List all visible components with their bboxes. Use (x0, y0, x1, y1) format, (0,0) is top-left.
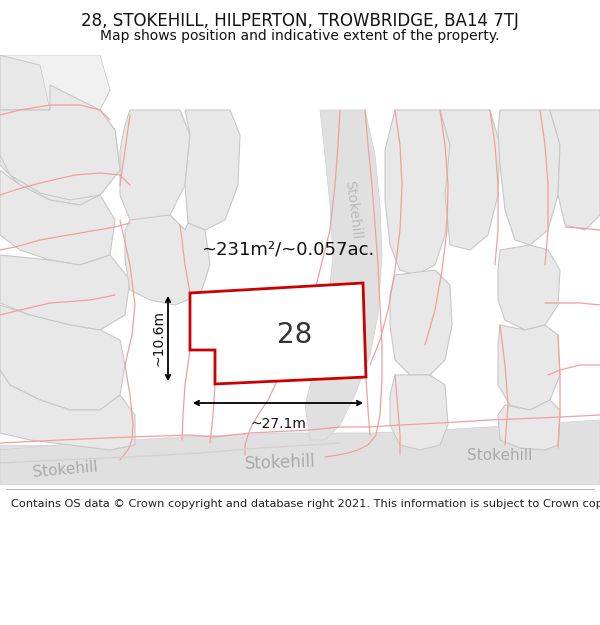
Text: Stokehill: Stokehill (244, 452, 316, 473)
Polygon shape (498, 245, 560, 330)
Text: ~231m²/~0.057ac.: ~231m²/~0.057ac. (202, 241, 374, 259)
Polygon shape (440, 110, 500, 250)
Text: Stokehill: Stokehill (32, 459, 98, 481)
Text: 28: 28 (277, 321, 313, 349)
Polygon shape (120, 110, 190, 225)
Polygon shape (0, 370, 135, 450)
Polygon shape (0, 255, 130, 330)
Polygon shape (390, 270, 452, 375)
Polygon shape (0, 85, 120, 200)
Polygon shape (0, 305, 125, 410)
Polygon shape (550, 110, 600, 230)
Text: Stokehill: Stokehill (343, 180, 364, 240)
Polygon shape (0, 170, 115, 265)
Polygon shape (390, 375, 448, 450)
Polygon shape (0, 110, 120, 205)
Text: Stokehill: Stokehill (467, 448, 533, 462)
Polygon shape (185, 110, 240, 230)
Text: Map shows position and indicative extent of the property.: Map shows position and indicative extent… (100, 29, 500, 43)
Text: ~27.1m: ~27.1m (250, 417, 306, 431)
Polygon shape (190, 283, 366, 384)
Polygon shape (498, 400, 560, 450)
Polygon shape (0, 55, 55, 110)
Text: Contains OS data © Crown copyright and database right 2021. This information is : Contains OS data © Crown copyright and d… (11, 499, 600, 509)
Text: ~10.6m: ~10.6m (151, 310, 165, 366)
Polygon shape (125, 215, 210, 305)
Polygon shape (305, 110, 382, 440)
Polygon shape (0, 445, 600, 485)
Polygon shape (50, 65, 110, 110)
Text: 28, STOKEHILL, HILPERTON, TROWBRIDGE, BA14 7TJ: 28, STOKEHILL, HILPERTON, TROWBRIDGE, BA… (81, 12, 519, 30)
Polygon shape (498, 325, 560, 410)
Polygon shape (385, 110, 450, 275)
Polygon shape (0, 55, 110, 110)
Polygon shape (498, 110, 560, 245)
Polygon shape (0, 420, 600, 485)
